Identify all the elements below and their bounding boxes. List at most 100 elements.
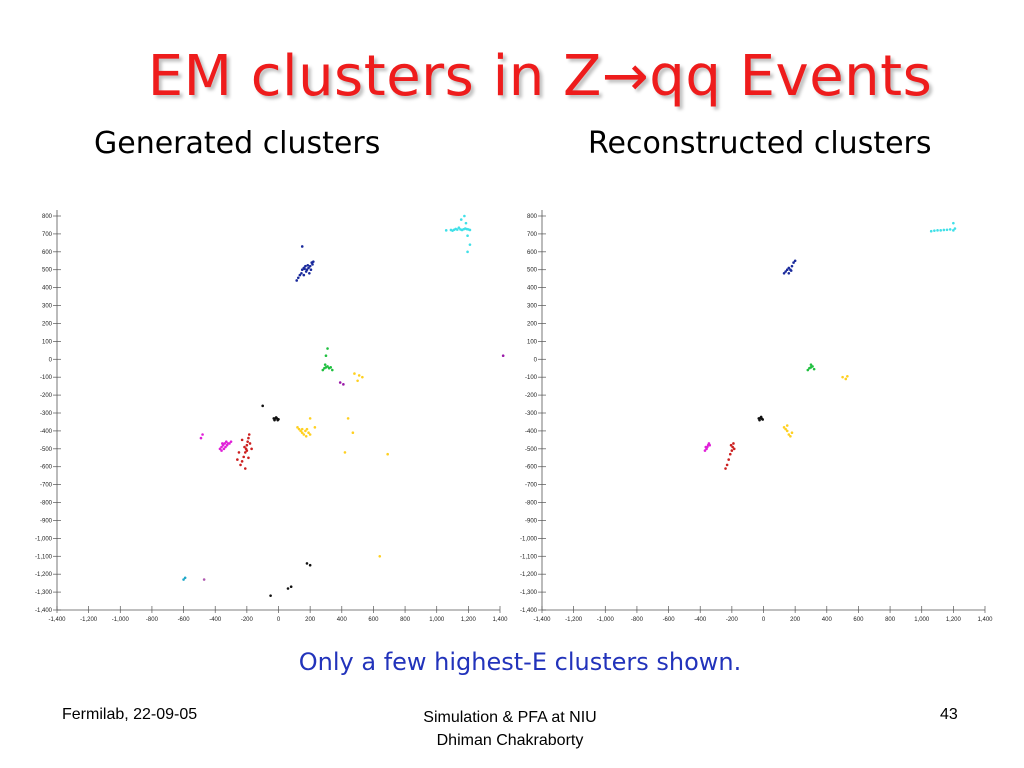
generated-x-tick: -1,000: [112, 606, 129, 623]
generated-cluster-hit: [269, 594, 272, 597]
generated-y-tick: -400: [40, 429, 61, 435]
generated-cluster-hit: [386, 452, 389, 456]
generated-cluster-hit: [323, 363, 327, 366]
reconstructed-cluster-hit: [729, 443, 733, 447]
generated-y-tick: 700: [42, 232, 61, 238]
generated-cluster-hit: [300, 427, 304, 431]
footer-venue-date: Fermilab, 22-09-05: [62, 706, 198, 723]
reconstructed-y-tick: -200: [525, 393, 546, 399]
reconstructed-y-tick: -900: [525, 518, 546, 524]
generated-cluster-hit: [224, 440, 228, 443]
generated-cluster-hit: [308, 563, 312, 567]
reconstructed-x-tick-label: -800: [631, 617, 644, 623]
generated-y-tick: 500: [42, 268, 61, 274]
generated-y-tick: 300: [42, 304, 61, 310]
generated-cluster-hit: [226, 442, 230, 445]
generated-y-tick: -700: [40, 483, 61, 489]
clusters-note: Only a few highest-E clusters shown.: [298, 648, 742, 676]
reconstructed-y-tick: 700: [527, 232, 546, 238]
reconstructed-cluster-hit: [787, 433, 791, 436]
generated-cluster-hit: [295, 279, 298, 282]
generated-cluster-hit: [466, 250, 469, 254]
reconstructed-cluster-0: [929, 221, 957, 233]
reconstructed-y-tick-label: 200: [527, 321, 538, 327]
generated-cluster-hit: [324, 354, 328, 357]
generated-y-tick-label: -1,100: [35, 554, 53, 560]
reconstructed-x-tick-label: 1,200: [946, 617, 962, 623]
reconstructed-cluster-hit: [945, 228, 949, 232]
generated-cluster-hit: [303, 267, 306, 271]
generated-x-tick-label: 1,400: [492, 617, 508, 623]
reconstructed-cluster-hit: [929, 229, 933, 233]
reconstructed-x-tick: 1,400: [977, 606, 993, 623]
generated-cluster-hit: [298, 273, 302, 277]
generated-cluster-hit: [356, 379, 359, 383]
generated-y-tick: -1,300: [35, 590, 61, 596]
generated-y-tick-label: -500: [40, 447, 53, 453]
reconstructed-x-tick-label: 200: [790, 617, 801, 623]
generated-cluster-hit: [444, 229, 448, 232]
reconstructed-cluster-hit: [933, 229, 936, 232]
generated-y-tick-label: -200: [40, 393, 53, 399]
generated-y-tick-label: -400: [40, 429, 53, 435]
reconstructed-cluster-hit: [785, 424, 789, 427]
generated-y-tick: -600: [40, 465, 61, 471]
generated-cluster-7: [338, 354, 505, 386]
reconstructed-x-tick-label: 1,400: [977, 617, 993, 623]
generated-y-tick: 400: [42, 286, 61, 292]
generated-y-tick: 800: [42, 214, 61, 220]
reconstructed-y-tick: 500: [527, 268, 546, 274]
generated-cluster-6: [261, 404, 312, 597]
generated-cluster-0: [444, 214, 472, 254]
generated-y-tick-label: -100: [40, 375, 53, 381]
generated-cluster-hit: [321, 368, 325, 372]
reconstructed-x-tick-label: -200: [726, 617, 739, 623]
reconstructed-cluster-hit: [790, 264, 794, 268]
generated-cluster-hit: [302, 433, 306, 436]
generated-x-tick-label: 400: [337, 617, 348, 623]
generated-cluster-hit: [242, 455, 245, 459]
generated-cluster-hit: [273, 418, 276, 422]
reconstructed-y-tick-label: -100: [525, 375, 538, 381]
generated-x-tick: 1,200: [461, 606, 477, 623]
generated-x-tick: 400: [337, 606, 348, 623]
generated-cluster-hit: [245, 449, 249, 452]
generated-y-tick-label: 600: [42, 250, 53, 256]
generated-cluster-hit: [309, 268, 313, 272]
generated-cluster-hit: [468, 243, 472, 246]
reconstructed-y-tick: 100: [527, 339, 546, 345]
generated-x-tick-label: 200: [305, 617, 316, 623]
reconstructed-x-tick-label: -600: [663, 617, 676, 623]
reconstructed-y-tick-label: 600: [527, 250, 538, 256]
reconstructed-x-tick-label: 800: [885, 617, 896, 623]
reconstructed-cluster-hit: [789, 269, 793, 272]
generated-cluster-hit: [240, 460, 244, 463]
generated-cluster-9: [202, 578, 206, 581]
footer-author: Dhiman Chakraborty: [436, 732, 584, 749]
reconstructed-cluster-hit: [953, 227, 957, 230]
generated-cluster-1: [295, 245, 315, 282]
footer-talk-title: Simulation & PFA at NIU: [423, 709, 597, 726]
generated-clusters-plot: 800 700 600 500 400 300 200 100 0 -100 -200 -300 -40…: [35, 210, 508, 623]
reconstructed-y-tick-label: -900: [525, 518, 538, 524]
generated-cluster-hit: [202, 578, 206, 581]
generated-cluster-hit: [296, 276, 300, 280]
generated-x-tick: -1,200: [80, 606, 98, 623]
reconstructed-y-tick-label: -700: [525, 483, 538, 489]
reconstructed-cluster-hit: [725, 463, 729, 467]
generated-y-tick-label: -700: [40, 483, 53, 489]
generated-cluster-hit: [307, 266, 310, 270]
generated-x-tick: 0: [277, 606, 281, 623]
generated-cluster-hit: [243, 445, 246, 449]
generated-y-tick-label: 500: [42, 268, 53, 274]
reconstructed-cluster-3: [703, 442, 712, 452]
reconstructed-y-tick: 0: [534, 357, 546, 363]
generated-y-tick-label: -1,400: [35, 608, 53, 614]
reconstructed-y-tick: 400: [527, 286, 546, 292]
reconstructed-cluster-hit: [732, 447, 736, 451]
reconstructed-cluster-2: [724, 442, 736, 470]
reconstructed-y-tick-label: 400: [527, 286, 538, 292]
generated-cluster-hit: [182, 578, 185, 581]
reconstructed-cluster-hit: [787, 266, 791, 270]
generated-cluster-hit: [299, 429, 302, 433]
